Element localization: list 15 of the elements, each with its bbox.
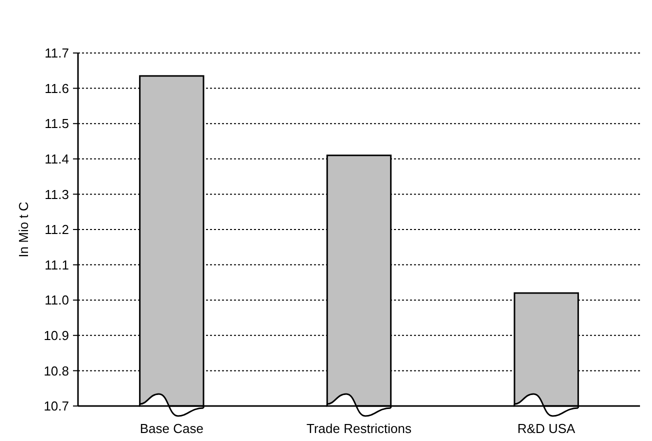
y-tick-label: 11.7	[44, 46, 69, 61]
y-axis-title: In Mio t C	[16, 202, 31, 258]
x-tick-label: R&D USA	[517, 421, 576, 436]
x-tick-label: Trade Restrictions	[306, 421, 412, 436]
y-tick-label: 10.7	[44, 398, 69, 414]
y-tick-label: 10.8	[44, 363, 69, 378]
y-tick-label: 11.4	[44, 151, 69, 166]
y-tick-label: 11.6	[44, 80, 69, 96]
y-tick-label: 11.3	[44, 186, 69, 202]
y-tick-label: 11.5	[44, 116, 69, 132]
x-tick-label: Base Case	[140, 421, 204, 436]
y-tick-label: 10.9	[44, 328, 69, 343]
y-tick-label: 11.2	[44, 222, 69, 238]
y-tick-label: 11.0	[44, 292, 69, 308]
y-tick-label: 11.1	[44, 257, 69, 272]
